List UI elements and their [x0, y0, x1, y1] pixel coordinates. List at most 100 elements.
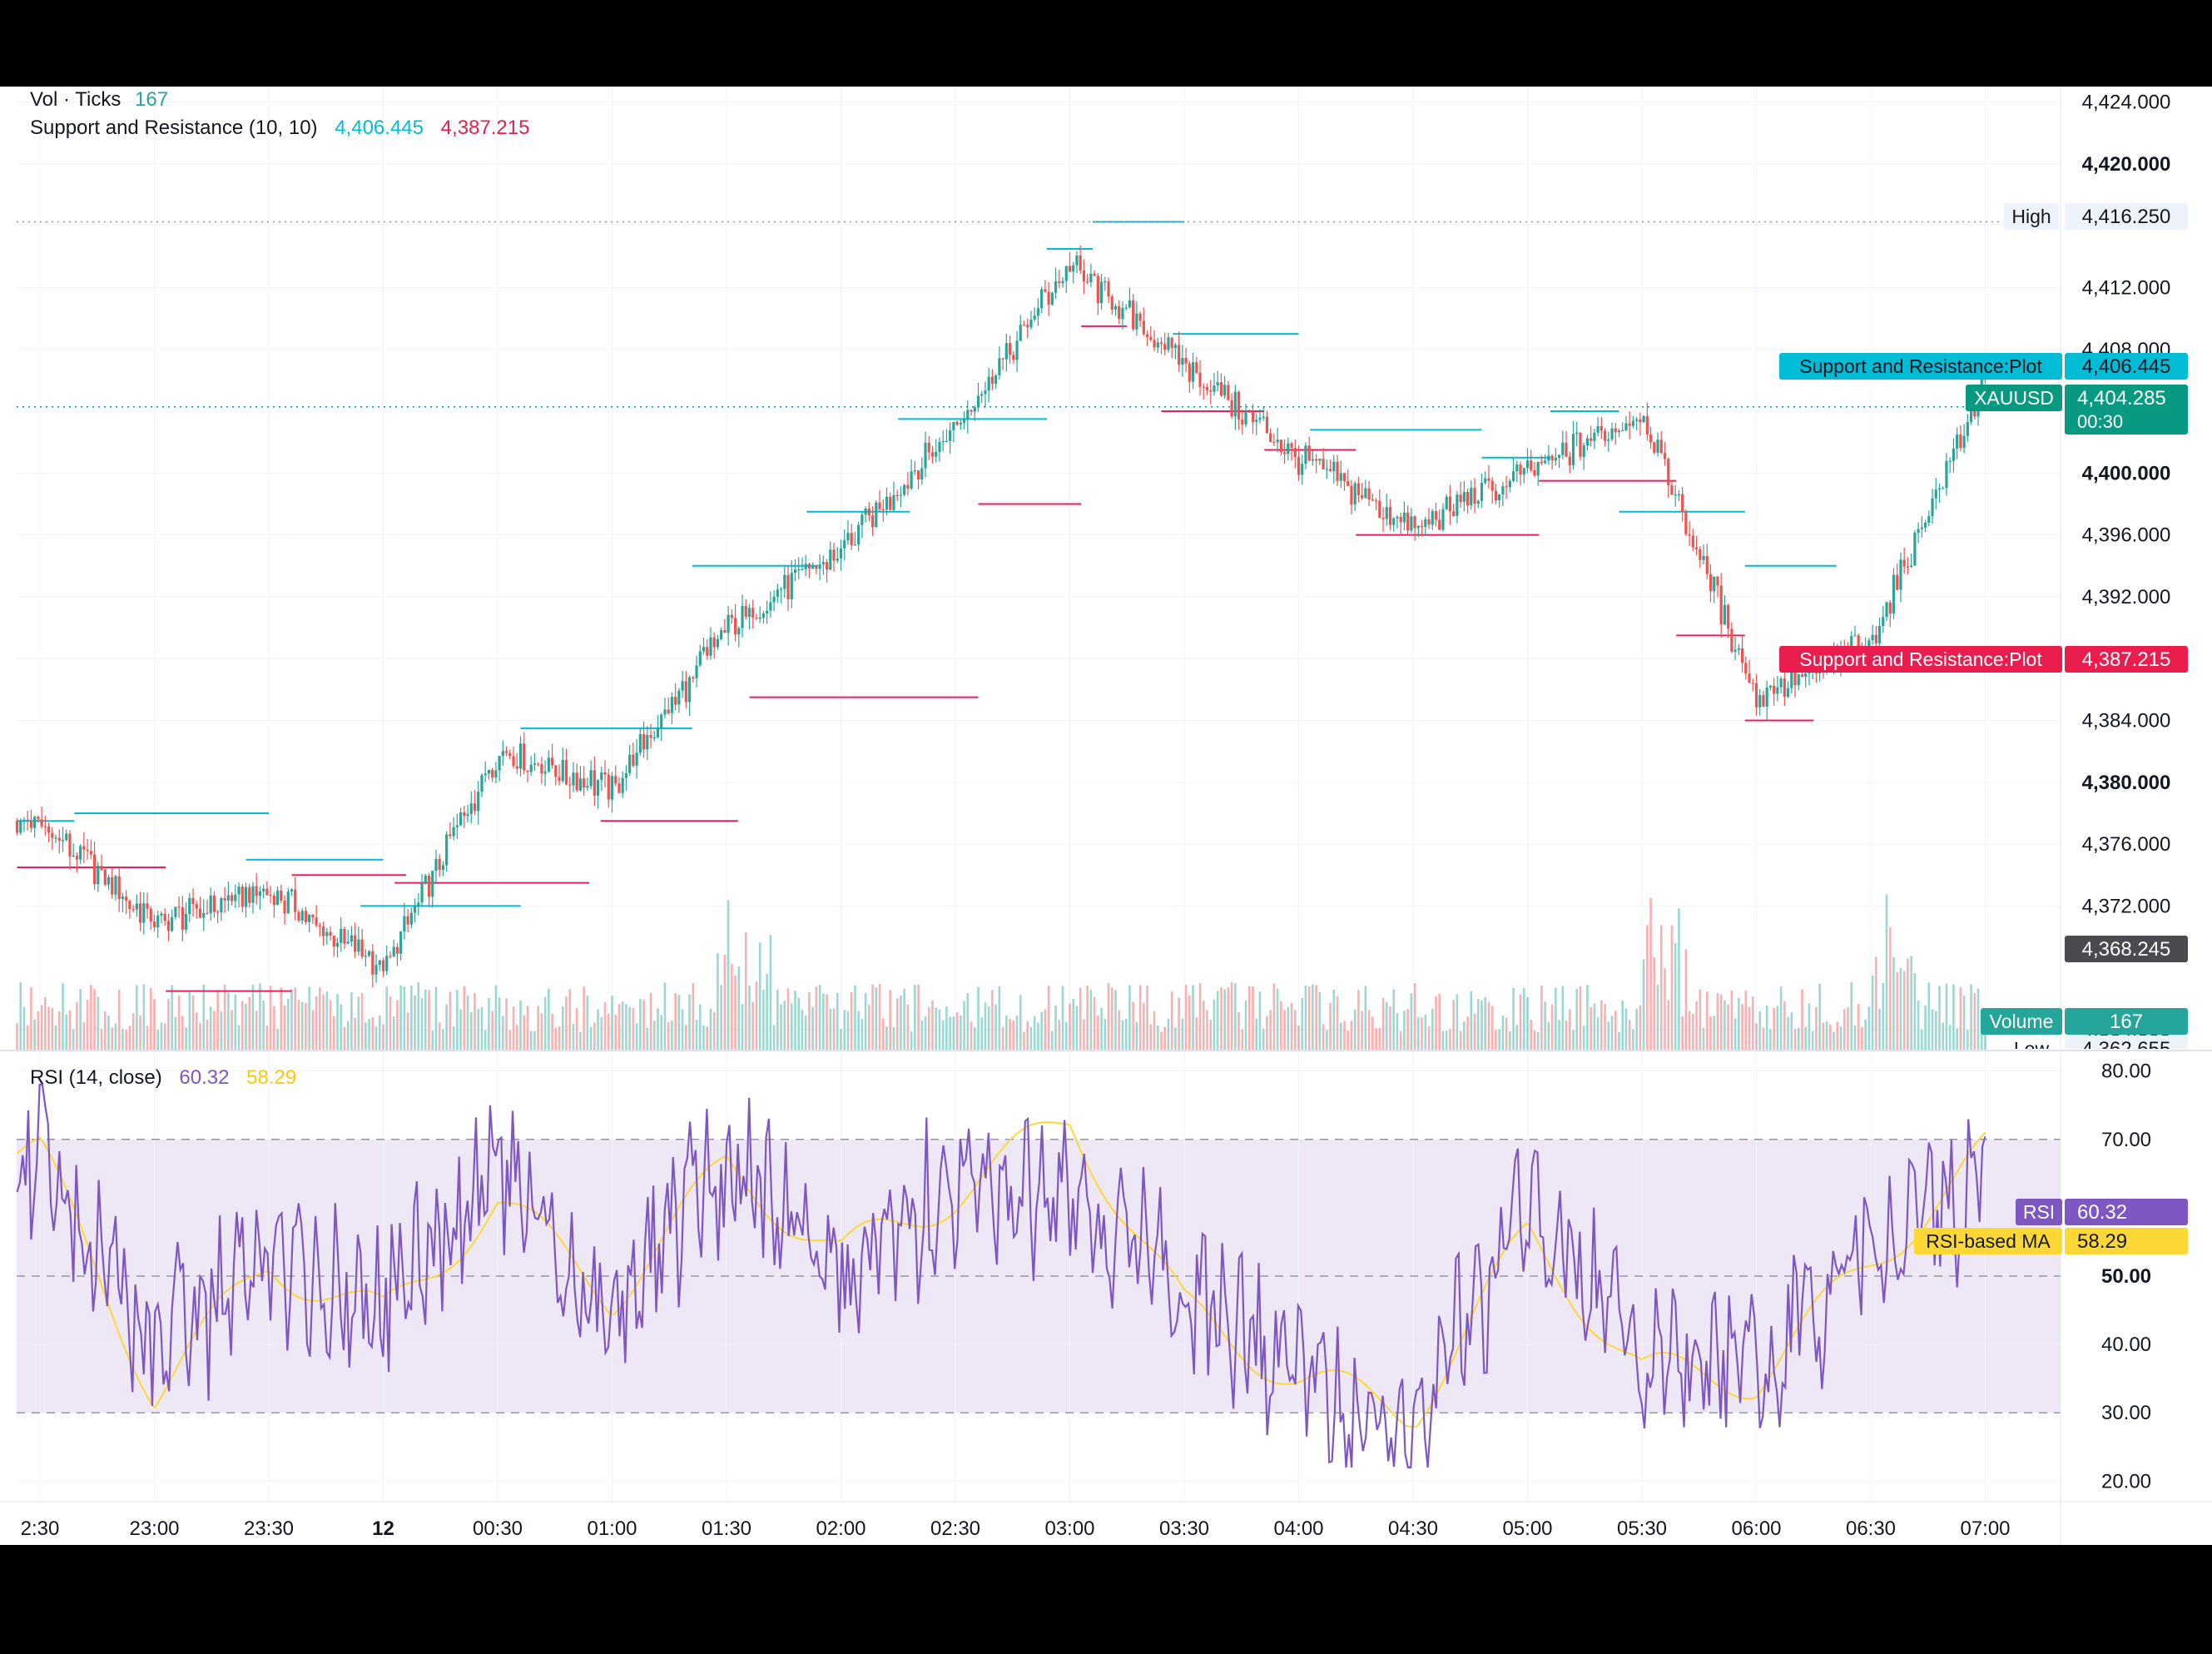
candle-body	[1487, 478, 1490, 481]
last-price-badge[interactable]: XAUUSD 4,404.285 00:30	[1966, 385, 2188, 435]
volume-bar	[1262, 1028, 1265, 1051]
volume-bar	[829, 1008, 832, 1051]
candle-body	[466, 813, 469, 817]
volume-bar	[1012, 1020, 1015, 1051]
volume-bar	[350, 991, 353, 1051]
volume-bar	[1227, 987, 1230, 1051]
candle-body	[1202, 386, 1205, 388]
candle-body	[617, 783, 621, 793]
volume-bar	[1230, 982, 1233, 1051]
candlesticks[interactable]	[15, 245, 1987, 988]
volume-bar	[1029, 1026, 1033, 1051]
candle-body	[114, 876, 117, 895]
candle-body	[1910, 565, 1913, 567]
volume-bar	[1515, 1025, 1519, 1051]
candle-body	[1107, 281, 1110, 297]
candle-body	[125, 897, 128, 902]
volume-bar	[40, 1005, 43, 1051]
volume-bar	[1427, 1026, 1431, 1051]
candle-body	[1075, 255, 1079, 266]
candle-body	[903, 484, 906, 495]
volume-bar	[1751, 996, 1754, 1051]
candle-body	[1282, 452, 1287, 454]
volume-bar	[646, 1027, 649, 1051]
candle-body	[244, 887, 248, 907]
candle-body	[508, 752, 512, 757]
sr-legend[interactable]: Support and Resistance (10, 10) 4,406.44…	[30, 117, 529, 139]
time-axis[interactable]: 2:30 23:00 23:30 12 00:30 01:00 01:30 02:00 02:3…	[21, 1517, 2011, 1540]
resistance-label-bg	[1779, 353, 2062, 380]
volume-bar	[519, 1000, 522, 1051]
time-tick-label: 05:00	[1502, 1517, 1552, 1540]
candle-body	[818, 564, 821, 569]
volume-bar	[456, 990, 459, 1051]
volume-bar	[1209, 1020, 1213, 1051]
volume-bar	[1618, 1031, 1620, 1051]
volume-bar	[1213, 999, 1216, 1051]
volume-bar	[1347, 1030, 1350, 1051]
candle-body	[646, 735, 649, 750]
candle-body	[839, 548, 843, 559]
candle-body	[962, 420, 966, 424]
volume-bar	[206, 1019, 209, 1051]
volume-bar	[1216, 991, 1219, 1051]
volume-bar	[1138, 985, 1142, 1051]
candle-body	[1649, 434, 1653, 443]
candle-body	[1561, 442, 1565, 455]
volume-bar	[156, 1030, 160, 1051]
candle-body	[275, 890, 280, 905]
volume-bar	[786, 988, 790, 1051]
volume-bar	[1234, 983, 1237, 1051]
volume-bar	[1452, 1000, 1455, 1051]
volume-bar	[857, 1011, 860, 1051]
candle-body	[300, 911, 304, 921]
candle-body	[1744, 663, 1748, 674]
candle-body	[100, 866, 103, 870]
candle-body	[1336, 461, 1339, 481]
candle-body	[269, 895, 272, 897]
volume-bar	[1276, 988, 1279, 1051]
volume-bar	[199, 1022, 201, 1051]
volume-bar	[1389, 1006, 1391, 1051]
candle-body	[793, 569, 797, 574]
volume-bar	[801, 1009, 804, 1051]
volume-bar	[1716, 993, 1719, 1051]
candle-body	[1719, 585, 1723, 625]
candle-body	[1579, 432, 1582, 457]
volume-bar	[1561, 986, 1565, 1051]
candle-body	[498, 756, 501, 771]
volume-bar	[290, 989, 293, 1051]
candle-body	[1973, 409, 1976, 417]
price-tick-label: 4,384.000	[2082, 710, 2171, 733]
candle-body	[885, 496, 889, 510]
volume-bar	[406, 1012, 409, 1051]
candle-body	[632, 754, 635, 766]
candle-body	[1279, 440, 1282, 453]
volume-bar	[984, 1002, 987, 1051]
candle-body	[1494, 490, 1498, 501]
high-marker: High 4,416.250	[2004, 203, 2188, 230]
candle-body	[1110, 296, 1113, 310]
volume-bar	[1864, 1019, 1867, 1051]
candle-body	[927, 442, 930, 453]
volume-bar	[885, 1026, 888, 1051]
candle-body	[1530, 460, 1533, 470]
rsi-axis[interactable]: 80.00 70.00 50.00 40.00 30.00 20.00	[2101, 1060, 2151, 1493]
candle-body	[889, 496, 892, 510]
volume-legend[interactable]: Vol · Ticks 167	[30, 88, 168, 111]
candle-body	[1699, 549, 1702, 560]
volume-bar	[575, 1008, 578, 1051]
volume-bar	[1110, 987, 1113, 1051]
volume-bar	[1064, 1021, 1068, 1051]
candle-body	[223, 897, 226, 901]
volume-bar	[1146, 985, 1148, 1051]
volume-bar	[1664, 968, 1666, 1051]
volume-bar	[1839, 1026, 1843, 1051]
candle-body	[121, 897, 125, 900]
candle-body	[1272, 441, 1276, 444]
volume-bar	[910, 1031, 913, 1051]
volume-bar	[213, 1011, 216, 1051]
rsi-legend[interactable]: RSI (14, close) 60.32 58.29	[30, 1066, 296, 1089]
candle-body	[340, 928, 343, 943]
